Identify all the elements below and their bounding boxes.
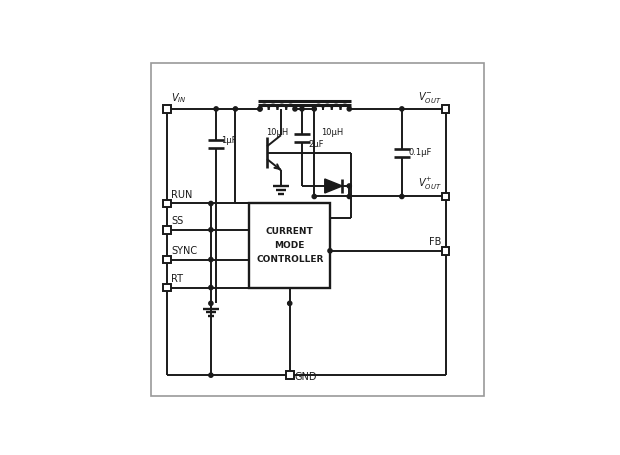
Bar <box>442 105 450 113</box>
Bar <box>163 226 171 233</box>
Circle shape <box>209 258 213 262</box>
Text: CONTROLLER: CONTROLLER <box>256 255 324 264</box>
Text: CURRENT: CURRENT <box>266 227 314 236</box>
Circle shape <box>209 373 213 377</box>
Circle shape <box>288 301 292 305</box>
Text: SS: SS <box>171 216 184 226</box>
Text: FB: FB <box>429 238 441 248</box>
Circle shape <box>258 107 262 111</box>
Circle shape <box>258 107 262 111</box>
Circle shape <box>328 249 332 253</box>
Circle shape <box>233 107 237 111</box>
Circle shape <box>400 107 404 111</box>
Text: 2μF: 2μF <box>308 140 324 149</box>
Text: 10μH: 10μH <box>321 128 343 137</box>
Circle shape <box>347 107 352 111</box>
Text: 0.1μF: 0.1μF <box>408 148 432 157</box>
Circle shape <box>214 107 218 111</box>
Text: $V_{IN}$: $V_{IN}$ <box>171 91 187 105</box>
Circle shape <box>300 107 304 111</box>
Polygon shape <box>325 179 342 193</box>
Bar <box>442 247 450 255</box>
Text: GND: GND <box>295 372 317 382</box>
Text: SYNC: SYNC <box>171 246 197 256</box>
Circle shape <box>312 194 316 198</box>
Circle shape <box>400 194 404 198</box>
Bar <box>163 105 171 113</box>
Circle shape <box>293 107 297 111</box>
Bar <box>249 203 330 288</box>
Circle shape <box>347 184 352 188</box>
Circle shape <box>347 194 352 198</box>
Text: 1μF: 1μF <box>221 136 237 145</box>
Circle shape <box>209 202 213 206</box>
Circle shape <box>209 301 213 305</box>
Circle shape <box>209 285 213 290</box>
Bar <box>163 200 171 207</box>
Bar <box>163 256 171 263</box>
Bar <box>442 192 450 200</box>
Circle shape <box>209 228 213 232</box>
Text: 10μH: 10μH <box>267 128 288 137</box>
Text: $V_{OUT}^{-}$: $V_{OUT}^{-}$ <box>418 90 441 105</box>
Text: MODE: MODE <box>275 241 305 250</box>
Circle shape <box>312 107 316 111</box>
Text: RUN: RUN <box>171 190 193 200</box>
Text: $V_{OUT}^{+}$: $V_{OUT}^{+}$ <box>418 176 441 192</box>
Bar <box>163 284 171 292</box>
Bar <box>286 371 294 379</box>
Text: RT: RT <box>171 274 184 284</box>
